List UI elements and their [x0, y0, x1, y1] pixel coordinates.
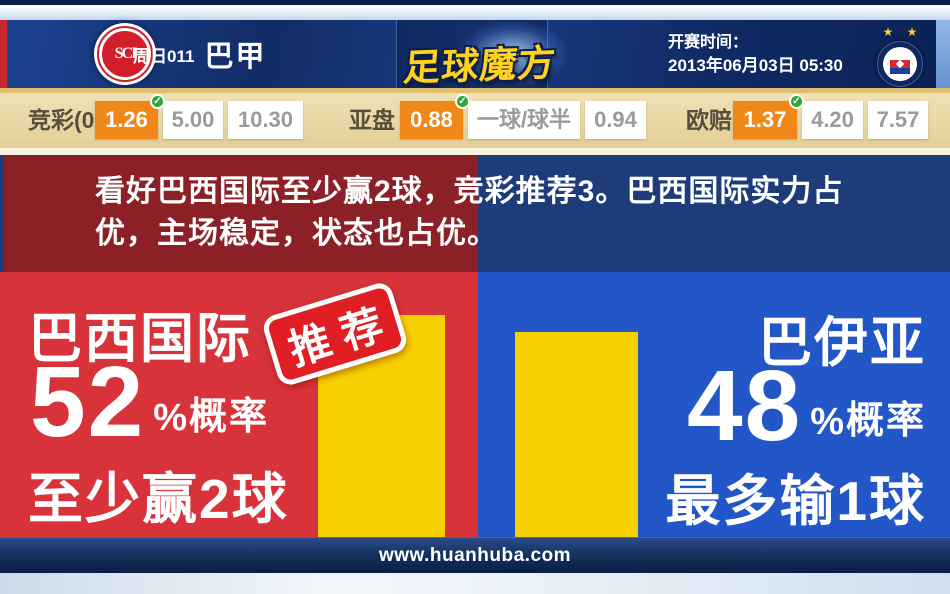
odds-value-text: 0.88	[410, 107, 453, 132]
home-badge-monogram: SCI	[114, 45, 138, 62]
analysis-banner: 看好巴西国际至少赢2球，竞彩推荐3。巴西国际实力占 优，主场稳定，状态也占优。	[0, 155, 950, 272]
analysis-banner-red	[0, 155, 478, 272]
home-team-name: 巴西国际	[28, 309, 252, 369]
odds-value-text: 4.20	[811, 107, 854, 132]
away-probability-value: 48	[686, 350, 803, 462]
match-info: 周日011 巴甲	[133, 20, 266, 88]
odds-group-label-yapan: 亚盘	[349, 107, 395, 133]
odds-value-text: 一球/球半	[476, 107, 572, 132]
odds-group-label-jingcai: 竞彩(0)	[28, 107, 103, 133]
odds-value-jingcai-draw[interactable]: 5.00	[163, 101, 223, 139]
league-name: 巴甲	[204, 41, 267, 73]
top-edge-strip	[0, 0, 950, 5]
odds-value-text: 1.26	[105, 107, 148, 132]
odds-group-label-oupei: 欧赔	[686, 107, 732, 133]
home-probability-value: 52	[30, 346, 146, 458]
away-probability: 48 % 概率	[686, 350, 926, 462]
odds-value-text: 10.30	[237, 107, 294, 132]
match-code: 周日011	[133, 46, 195, 66]
home-probability: 52 % 概率	[30, 346, 269, 458]
home-probability-suffix: % 概率	[153, 385, 269, 440]
header-red-accent	[0, 20, 7, 88]
kickoff-info: 开赛时间： 2013年06月03日 05:30	[668, 32, 843, 77]
away-team-name: 巴伊亚	[758, 313, 926, 373]
kickoff-datetime: 2013年06月03日 05:30	[668, 56, 843, 75]
odds-value-jingcai-win[interactable]: 1.26 ✓	[95, 94, 165, 139]
odds-value-yapan-away[interactable]: 0.94	[585, 101, 646, 139]
odds-value-jingcai-lose[interactable]: 10.30	[228, 101, 303, 139]
away-team-badge-wrap: ★ ★	[869, 26, 931, 87]
probability-label: 概率	[189, 396, 270, 438]
home-panel: 巴西国际 52 % 概率 至少赢2球 推荐	[0, 272, 478, 537]
analysis-banner-blue	[478, 155, 950, 272]
odds-value-oupei-lose[interactable]: 7.57	[868, 101, 928, 139]
analysis-line-1: 看好巴西国际至少赢2球，竞彩推荐3。巴西国际实力占	[95, 175, 844, 208]
gold-divider-line	[0, 88, 950, 93]
cream-separator	[0, 148, 950, 155]
analysis-banner-left-edge	[0, 155, 4, 272]
away-team-badge-icon	[877, 41, 923, 87]
odds-value-oupei-draw[interactable]: 4.20	[802, 101, 863, 139]
odds-value-oupei-win[interactable]: 1.37 ✓	[733, 94, 804, 139]
home-outcome: 至少赢2球	[28, 468, 289, 530]
analysis-line-2: 优，主场稳定，状态也占优。	[95, 217, 498, 250]
odds-bar: 竞彩(0) 1.26 ✓ 5.00 10.30 亚盘 0.88 ✓ 一球/球半 …	[0, 93, 950, 148]
site-url-link[interactable]: www.huanhuba.com	[378, 545, 572, 566]
odds-value-yapan-handicap[interactable]: 一球/球半	[468, 101, 580, 139]
odds-value-text: 0.94	[594, 107, 637, 132]
header-right-strip	[936, 20, 950, 88]
footer-bar: www.huanhuba.com	[0, 537, 950, 573]
prediction-panels: 巴西国际 52 % 概率 至少赢2球 推荐 巴伊亚 48 % 概率	[0, 272, 950, 537]
star-icon: ★ ★	[882, 25, 918, 39]
away-team-badge-inner	[883, 47, 917, 81]
percent-sign: %	[810, 401, 846, 443]
odds-value-text: 7.57	[876, 107, 920, 132]
odds-value-text: 5.00	[171, 107, 215, 132]
away-badge-flag-icon	[890, 54, 910, 74]
bottom-sheen-strip	[0, 573, 950, 594]
away-probability-bar	[515, 332, 638, 537]
away-probability-suffix: % 概率	[810, 389, 926, 444]
probability-label: 概率	[845, 400, 926, 442]
kickoff-label: 开赛时间：	[668, 34, 749, 51]
starburst-glow	[438, 8, 588, 100]
away-outcome: 最多输1球	[665, 470, 926, 532]
odds-value-text: 1.37	[743, 107, 787, 132]
site-logo[interactable]: 足球魔方	[401, 42, 558, 89]
away-panel: 巴伊亚 48 % 概率 最多输1球	[478, 272, 950, 537]
percent-sign: %	[153, 397, 190, 439]
home-team-badge-inner: SCI	[97, 26, 153, 82]
home-team-badge-icon: SCI	[94, 23, 156, 85]
analysis-text: 看好巴西国际至少赢2球，竞彩推荐3。巴西国际实力占 优，主场稳定，状态也占优。	[95, 171, 843, 255]
odds-value-yapan-home[interactable]: 0.88 ✓	[400, 94, 470, 139]
match-header: SCI 周日011 巴甲 足球魔方 开赛时间： 2013年06月03日 05:3…	[0, 8, 950, 100]
